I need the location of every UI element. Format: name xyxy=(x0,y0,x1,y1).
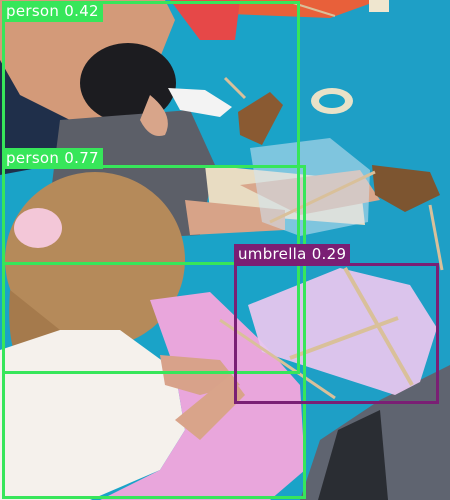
detection-label-person-2: person 0.77 xyxy=(2,148,103,169)
sandal-2 xyxy=(372,165,440,212)
sneaker xyxy=(168,88,232,117)
stick-1 xyxy=(219,318,336,400)
girl-hand-2 xyxy=(175,375,245,440)
detection-label-umbrella: umbrella 0.29 xyxy=(234,244,351,265)
hair-scrunchie xyxy=(14,208,62,248)
sandal-1 xyxy=(238,92,283,145)
cup xyxy=(369,0,389,12)
boy-ear xyxy=(140,95,168,136)
plastic-sheet xyxy=(250,138,370,236)
kite-spar-2 xyxy=(289,316,399,360)
kite-sail xyxy=(248,268,437,395)
stick-3 xyxy=(428,204,444,271)
stick-2 xyxy=(269,170,376,224)
detection-label-person-1: person 0.42 xyxy=(2,1,103,22)
red-shirt xyxy=(170,0,240,40)
